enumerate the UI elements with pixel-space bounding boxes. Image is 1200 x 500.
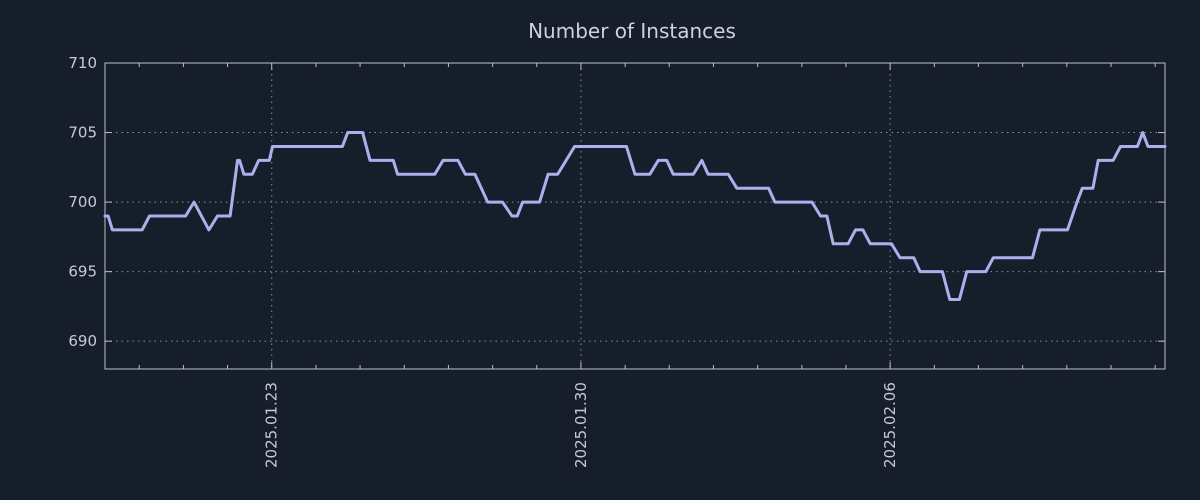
series-lines bbox=[103, 131, 1167, 301]
y-tick-label: 710 bbox=[68, 54, 97, 72]
x-tick-label: 2025.01.23 bbox=[263, 382, 281, 468]
y-tick-label: 700 bbox=[68, 193, 97, 211]
series-line-instances bbox=[103, 131, 1167, 301]
gridlines bbox=[105, 63, 1165, 369]
chart-title: Number of Instances bbox=[528, 19, 736, 43]
axis-ticks bbox=[105, 62, 1165, 369]
y-tick-label: 705 bbox=[68, 124, 97, 142]
y-tick-label: 690 bbox=[68, 332, 97, 350]
x-tick-label: 2025.02.06 bbox=[881, 382, 899, 468]
x-tick-label: 2025.01.30 bbox=[572, 382, 590, 468]
y-tick-label: 695 bbox=[68, 263, 97, 281]
axis-labels: 690 695 700 705 710 2025.01.23 2025.01.30 2025.… bbox=[68, 54, 899, 468]
plot-border bbox=[104, 62, 1166, 370]
